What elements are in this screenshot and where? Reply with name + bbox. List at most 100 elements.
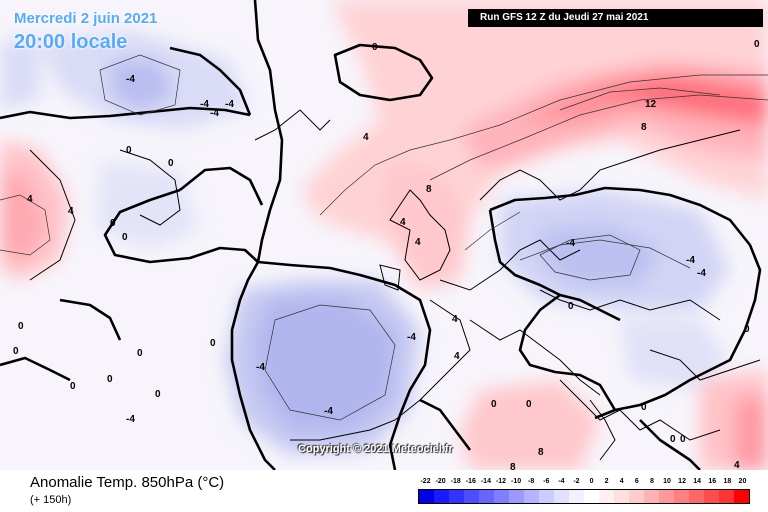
scale-swatch [719, 490, 734, 503]
scale-swatch [434, 490, 449, 503]
scale-label: -22 [420, 478, 431, 485]
scale-label: -16 [465, 478, 476, 485]
run-info: Run GFS 12 Z du Jeudi 27 mai 2021 [468, 9, 763, 27]
scale-swatch [584, 490, 599, 503]
contour-label: 4 [454, 351, 460, 362]
anomaly-field [0, 0, 768, 470]
scale-label: -6 [543, 478, 550, 485]
contour-label: 0 [641, 402, 647, 413]
contour-label: 0 [754, 39, 760, 50]
contour-label: 0 [155, 389, 161, 400]
contour-label: 0 [568, 301, 574, 312]
contour-label: 4 [363, 132, 369, 143]
contour-label: 0 [526, 399, 532, 410]
valid-date: Mercredi 2 juin 2021 [14, 10, 158, 27]
color-scale-legend: -22 -20 -18 -16 -14 -12 -10 -8 -6 -4 -2 0 2 4 6 8 10 12 14… [418, 478, 750, 504]
scale-label: -10 [511, 478, 522, 485]
contour-label: 4 [734, 460, 740, 470]
scale-swatch [734, 490, 749, 503]
contour-label: 0 [122, 232, 128, 243]
scale-label: -12 [495, 478, 507, 485]
scale-label: -2 [573, 478, 580, 485]
contour-label: 8 [538, 447, 544, 458]
scale-swatch [629, 490, 644, 503]
contour-label: -4 [126, 414, 135, 425]
scale-swatch [659, 490, 674, 503]
copyright: Copyright © 2021 Meteociel.fr [298, 443, 453, 455]
contour-label: 0 [680, 434, 686, 445]
scale-label: 6 [634, 478, 639, 485]
contour-label: 4 [415, 237, 421, 248]
contour-label: 4 [400, 217, 406, 228]
contour-label: -4 [566, 238, 575, 249]
contour-label: 0 [13, 346, 19, 357]
scale-label: 20 [738, 478, 747, 485]
valid-time: 20:00 locale [14, 31, 128, 53]
contour-label: 8 [426, 184, 432, 195]
parameter-title: Anomalie Temp. 850hPa (°C) [30, 474, 225, 491]
contour-label: 0 [168, 158, 174, 169]
scale-label: -18 [450, 478, 461, 485]
lead-time: (+ 150h) [30, 494, 72, 506]
scale-swatch [419, 490, 434, 503]
contour-label: -4 [324, 406, 333, 417]
contour-label: 8 [641, 122, 647, 133]
scale-swatch [674, 490, 689, 503]
contour-label: 0 [137, 348, 143, 359]
scale-swatch [539, 490, 554, 503]
scale-label: 0 [589, 478, 594, 485]
contour-label: 0 [491, 399, 497, 410]
scale-swatch [449, 490, 464, 503]
scale-labels: -22 -20 -18 -16 -14 -12 -10 -8 -6 -4 -2 0 2 4 6 8 10 12 14… [418, 478, 750, 488]
anomaly-map: 0 0 0 0 0 0 0 0 0 0 0 0 0 0 0 0 0 0 0 0 … [0, 0, 768, 470]
contour-label: -4 [407, 332, 416, 343]
contour-labels: 0 0 0 0 0 0 0 0 0 0 0 0 0 0 0 0 0 0 0 0 … [13, 39, 760, 470]
scale-swatch [689, 490, 704, 503]
scale-swatch [599, 490, 614, 503]
contour-label: 0 [110, 218, 116, 229]
coastlines [29, 109, 761, 461]
scale-swatch [614, 490, 629, 503]
contour-label: -4 [225, 99, 234, 110]
scale-label: 14 [693, 478, 702, 485]
contour-label: 0 [70, 381, 76, 392]
scale-swatch [479, 490, 494, 503]
isotherms [0, 54, 768, 421]
scale-swatch [464, 490, 479, 503]
scale-swatch [509, 490, 524, 503]
scale-label: 18 [723, 478, 732, 485]
contour-label: -4 [256, 362, 265, 373]
contour-label: 8 [510, 462, 516, 470]
contour-label: 0 [18, 321, 24, 332]
scale-swatch [569, 490, 584, 503]
scale-swatch [524, 490, 539, 503]
scale-swatch [704, 490, 719, 503]
scale-label: -20 [435, 478, 446, 485]
contour-label: 4 [27, 194, 33, 205]
scale-swatch [644, 490, 659, 503]
contour-label: -4 [686, 255, 695, 266]
scale-label: -4 [558, 478, 565, 485]
scale-bar [418, 489, 750, 504]
contour-label: 0 [107, 374, 113, 385]
scale-swatch [554, 490, 569, 503]
scale-label: -8 [528, 478, 535, 485]
scale-label: 10 [663, 478, 671, 485]
scale-label: 8 [649, 478, 654, 485]
contour-label: -4 [697, 268, 706, 279]
contour-label: 0 [372, 42, 378, 53]
contour-label: 0 [210, 338, 216, 349]
scale-label: 2 [604, 478, 609, 485]
scale-label: -14 [480, 478, 491, 485]
contour-label: -4 [200, 99, 209, 110]
contour-label: -4 [210, 108, 219, 119]
contour-label: 0 [670, 434, 676, 445]
contour-label: 12 [645, 99, 657, 110]
scale-swatch [494, 490, 509, 503]
contour-label: 0 [744, 324, 750, 335]
zero-contours [0, 0, 762, 470]
contour-label: 4 [452, 314, 458, 325]
contour-label: 4 [68, 206, 74, 217]
scale-label: 12 [678, 478, 686, 485]
scale-label: 16 [708, 478, 717, 485]
